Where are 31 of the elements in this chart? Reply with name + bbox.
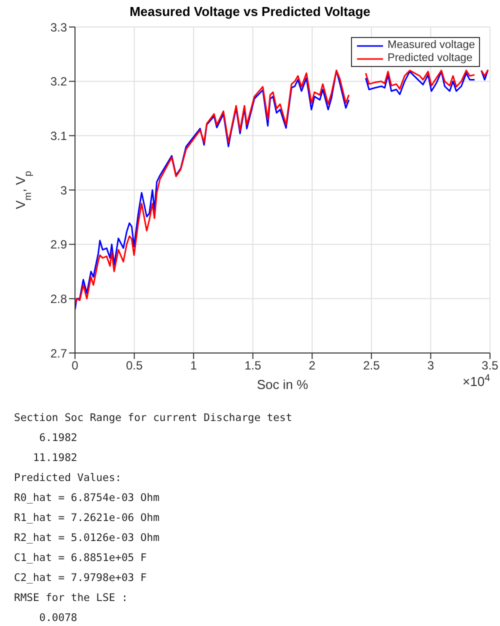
x-tick-label: 2	[308, 358, 316, 373]
text: 6.1982	[38, 431, 78, 446]
legend-label: Measured voltage	[386, 39, 475, 52]
text: C2_hat = 7.9798e+03 F	[14, 571, 148, 586]
text: 0.0078	[38, 611, 78, 626]
x-tick-label: 1.5	[244, 358, 262, 373]
text: 11.1982	[32, 451, 78, 466]
y-tick-label: 3.3	[50, 20, 68, 34]
x-tick-label: 0.5	[126, 358, 143, 373]
text: R0_hat = 6.8754e-03 Ohm	[14, 491, 160, 506]
x-tick-label: 3	[427, 358, 434, 373]
x-tick-label: 2.5	[363, 358, 380, 373]
x-tick-label: 3.5	[482, 358, 499, 373]
y-tick-label: 3.2	[50, 74, 68, 89]
chart-title: Measured Voltage vs Predicted Voltage	[128, 4, 372, 19]
text: R2_hat = 5.0126e-03 Ohm	[14, 531, 160, 546]
x-axis-title: Soc in %	[256, 377, 309, 392]
x-tick-label: 0	[72, 358, 79, 373]
text: Predicted Values:	[14, 471, 122, 486]
y-tick-label: 2.9	[50, 238, 68, 252]
text: ×10$^{4}$	[462, 372, 491, 389]
y-tick-label: 2.7	[50, 346, 68, 360]
y-tick-label: 3.1	[50, 128, 68, 143]
x-tick-label: 1	[190, 358, 198, 373]
text: RMSE for the LSE :	[14, 591, 129, 606]
text: R1_hat = 7.2621e-06 Ohm	[14, 511, 160, 526]
legend-label: Predicted voltage	[386, 52, 474, 65]
y-tick-label: 2.8	[50, 292, 68, 306]
text: Section Soc Range for current Discharge test	[14, 411, 292, 426]
y-tick-label: 3	[60, 183, 68, 198]
text: C1_hat = 6.8851e+05 F	[14, 551, 148, 566]
